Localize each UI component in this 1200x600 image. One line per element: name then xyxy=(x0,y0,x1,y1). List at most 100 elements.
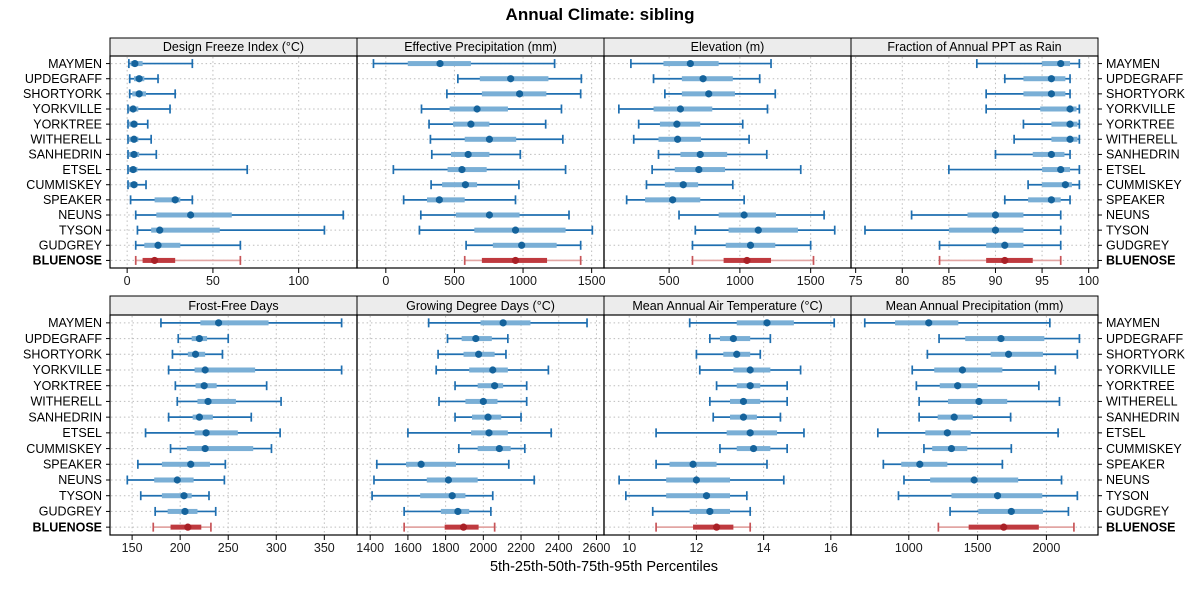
panel-frame xyxy=(850,314,1099,536)
median-dot xyxy=(739,413,748,421)
percentile-interval-yorkville xyxy=(127,104,171,114)
percentile-interval-sanhedrin xyxy=(127,149,158,159)
median-dot xyxy=(448,492,456,500)
percentile-interval-updegraff xyxy=(1003,74,1071,84)
median-dot xyxy=(674,135,682,143)
panel-frost-free-days: 150 200 250 300 350 Frost-Free Days xyxy=(109,295,358,555)
x-tick-label: 50 xyxy=(206,274,220,288)
iqr-bar-25-75 xyxy=(1040,106,1077,112)
percentile-interval-neuns xyxy=(373,475,536,485)
median-dot xyxy=(1004,350,1013,358)
iqr-bar-25-75 xyxy=(901,461,948,467)
x-tick-label: 90 xyxy=(989,274,1003,288)
percentile-interval-witherell xyxy=(438,396,528,406)
x-tick-label: 1500 xyxy=(578,274,606,288)
percentile-interval-cummiskey xyxy=(719,444,788,454)
percentile-interval-cummiskey xyxy=(457,444,526,454)
percentile-interval-etsel xyxy=(948,165,1081,175)
percentile-interval-yorkville xyxy=(985,104,1081,114)
median-dot xyxy=(135,90,143,98)
median-dot xyxy=(154,241,162,249)
percentile-interval-updegraff xyxy=(709,334,772,344)
percentile-interval-etsel xyxy=(127,165,249,175)
percentile-interval-etsel xyxy=(407,428,553,438)
percentile-interval-tyson xyxy=(694,225,836,235)
median-dot xyxy=(743,256,751,265)
iqr-bar-25-75 xyxy=(1051,121,1078,127)
x-tick-label: 75 xyxy=(849,274,863,288)
percentile-interval-yorkville xyxy=(618,104,769,114)
panel-strip-label: Frost-Free Days xyxy=(188,299,278,313)
x-tick-label: 95 xyxy=(1035,274,1049,288)
percentile-interval-updegraff xyxy=(938,334,1081,344)
station-label-left: SPEAKER xyxy=(43,457,102,471)
percentile-interval-speaker xyxy=(1003,195,1071,205)
x-tick-label: 500 xyxy=(444,274,465,288)
iqr-bar-25-75 xyxy=(934,367,1003,373)
iqr-bar-25-75 xyxy=(406,461,456,467)
panel-effective-precipitation-mm: 0 500 1000 1500 Effective Precipitation (mm) xyxy=(356,37,606,288)
percentile-interval-witherell xyxy=(1013,134,1081,144)
percentile-interval-maymen xyxy=(128,59,194,69)
station-label-left: YORKTREE xyxy=(33,379,102,393)
percentile-interval-etsel xyxy=(144,428,281,438)
station-label-left: TYSON xyxy=(59,489,102,503)
panel-strip-label: Growing Degree Days (°C) xyxy=(406,299,555,313)
percentile-interval-cummiskey xyxy=(430,180,520,190)
station-label-left: GUDGREY xyxy=(39,505,103,519)
x-tick-label: 150 xyxy=(122,541,143,555)
median-dot xyxy=(746,241,755,249)
median-dot xyxy=(1001,241,1009,249)
median-dot xyxy=(733,350,741,358)
station-label-right: MAYMEN xyxy=(1106,316,1160,330)
percentile-interval-gudgrey xyxy=(465,240,582,250)
median-dot xyxy=(991,211,1000,219)
median-dot xyxy=(131,59,139,68)
median-dot xyxy=(436,59,444,68)
percentile-interval-sanhedrin xyxy=(167,412,253,422)
percentile-interval-yorktree xyxy=(127,119,149,129)
station-label-right: NEUNS xyxy=(1106,208,1150,222)
median-dot xyxy=(1047,196,1055,204)
percentile-interval-tyson xyxy=(136,225,326,235)
percentile-interval-tyson xyxy=(418,225,594,235)
percentile-interval-yorktree xyxy=(915,381,1040,391)
station-label-left: SANHEDRIN xyxy=(28,148,102,162)
percentile-interval-speaker xyxy=(375,459,510,469)
percentile-interval-gudgrey xyxy=(154,506,217,516)
median-dot xyxy=(215,319,223,327)
iqr-bar-25-75 xyxy=(426,197,465,203)
iqr-bar-25-75 xyxy=(986,257,1033,263)
station-label-right: BLUENOSE xyxy=(1106,520,1175,534)
median-dot xyxy=(1047,75,1055,83)
percentile-interval-speaker xyxy=(625,195,745,205)
station-label-right: YORKVILLE xyxy=(1106,363,1175,377)
station-label-left: CUMMISKEY xyxy=(26,442,102,456)
percentile-interval-neuns xyxy=(910,210,1062,220)
median-dot xyxy=(705,90,713,98)
percentile-interval-speaker xyxy=(655,459,768,469)
percentile-interval-bluenose xyxy=(691,255,815,265)
iqr-bar-25-75 xyxy=(477,446,511,452)
percentile-interval-etsel xyxy=(876,428,1059,438)
x-tick-label: 2000 xyxy=(469,541,497,555)
station-label-left: CUMMISKEY xyxy=(26,178,102,192)
median-dot xyxy=(739,397,748,406)
percentile-interval-gudgrey xyxy=(134,240,242,250)
median-dot xyxy=(187,460,195,468)
median-dot xyxy=(467,120,475,128)
percentile-interval-witherell xyxy=(429,134,564,144)
station-label-left: NEUNS xyxy=(58,208,102,222)
iqr-bar-25-75 xyxy=(474,227,566,233)
iqr-bar-25-75 xyxy=(442,182,478,188)
panel-strip-label: Design Freeze Index (°C) xyxy=(163,40,304,54)
median-dot xyxy=(1001,256,1009,265)
station-label-right: TYSON xyxy=(1106,223,1149,237)
median-dot xyxy=(673,120,681,128)
percentile-interval-updegraff xyxy=(446,334,509,344)
percentile-interval-speaker xyxy=(402,195,517,205)
panel-strip-label: Fraction of Annual PPT as Rain xyxy=(887,40,1061,54)
median-dot xyxy=(702,492,711,500)
iqr-bar-25-75 xyxy=(1028,197,1061,203)
panel-strip-label: Effective Precipitation (mm) xyxy=(404,40,557,54)
